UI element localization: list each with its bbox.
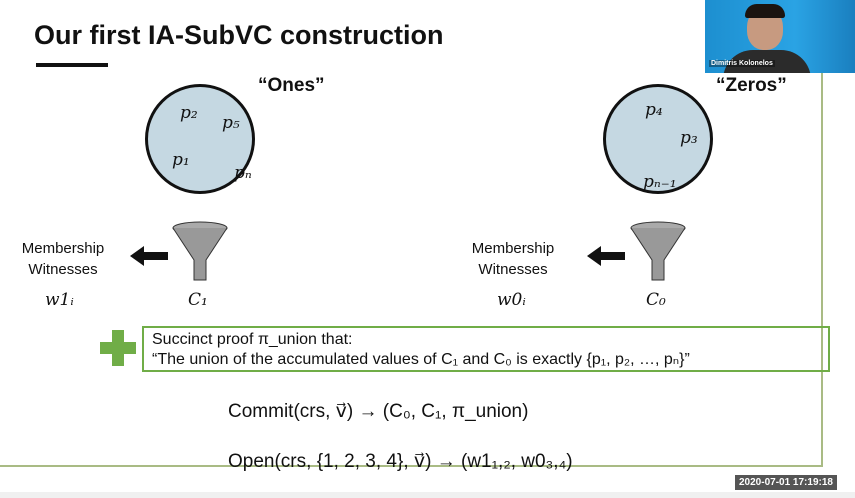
- zeros-set-circle: [603, 84, 713, 194]
- commit-equation: Commit(crs, v⃗) → (C₀, C₁, π_union): [228, 401, 529, 422]
- ones-label: “Ones”: [258, 75, 325, 96]
- participant-body: [723, 50, 811, 73]
- participant-name: Dimitris Kolonelos: [709, 60, 775, 67]
- set-element: p₃: [680, 128, 698, 148]
- slide-frame-right: [821, 68, 823, 467]
- proof-box: Succinct proof π_union that: “The union …: [142, 326, 830, 372]
- membership-witnesses-label: Membership Witnesses: [458, 238, 568, 280]
- title-underline: [36, 63, 108, 67]
- proof-line: Succinct proof π_union that:: [152, 331, 353, 348]
- membership-witnesses-label: Membership Witnesses: [8, 238, 118, 280]
- set-element: pₙ₋₁: [643, 172, 677, 192]
- set-element: p₂: [180, 103, 198, 123]
- arrow-left-icon: [130, 246, 168, 266]
- participant-hair: [745, 4, 785, 18]
- funnel-icon: [630, 221, 686, 281]
- set-element: p₄: [645, 100, 663, 120]
- recording-timestamp: 2020-07-01 17:19:18: [735, 475, 837, 490]
- set-element: p₅: [222, 113, 240, 133]
- bottom-strip: [0, 492, 855, 498]
- zeros-label: “Zeros”: [716, 75, 787, 96]
- slide-frame-bottom: [0, 465, 823, 467]
- set-element: pₙ: [234, 163, 252, 183]
- plus-icon: [100, 330, 136, 366]
- commitment-c0: C₀: [646, 290, 666, 310]
- label-line: Witnesses: [28, 261, 98, 278]
- label-line: Membership: [471, 240, 555, 257]
- set-element: p₁: [172, 150, 190, 170]
- proof-line: “The union of the accumulated values of …: [152, 351, 690, 368]
- webcam-video: Dimitris Kolonelos: [705, 0, 855, 73]
- label-line: Membership: [21, 240, 105, 257]
- open-equation: Open(crs, {1, 2, 3, 4}, v⃗) → (w1₁,₂, w0…: [228, 451, 573, 472]
- funnel-icon: [172, 221, 228, 281]
- ones-set-circle: [145, 84, 255, 194]
- slide-title: Our first IA-SubVC construction: [34, 20, 444, 50]
- witness-variable: w0ᵢ: [497, 290, 526, 310]
- commitment-c1: C₁: [188, 290, 208, 310]
- label-line: Witnesses: [478, 261, 548, 278]
- arrow-left-icon: [587, 246, 625, 266]
- witness-variable: w1ᵢ: [45, 290, 74, 310]
